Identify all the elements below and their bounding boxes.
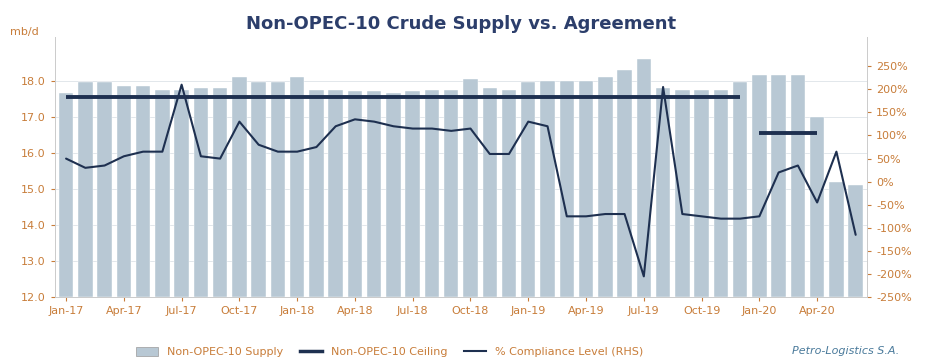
Bar bbox=[97, 82, 112, 297]
Bar bbox=[598, 77, 613, 297]
Bar bbox=[637, 59, 651, 297]
Bar bbox=[78, 82, 93, 297]
Bar bbox=[733, 82, 747, 297]
Bar bbox=[829, 182, 844, 297]
Bar bbox=[560, 81, 574, 297]
Bar bbox=[464, 79, 477, 297]
Bar bbox=[714, 90, 728, 297]
Bar bbox=[290, 77, 304, 297]
Bar bbox=[328, 90, 343, 297]
Bar bbox=[58, 93, 73, 297]
Text: mb/d: mb/d bbox=[10, 27, 39, 37]
Bar bbox=[675, 90, 690, 297]
Bar bbox=[348, 91, 362, 297]
Bar bbox=[232, 77, 247, 297]
Bar bbox=[117, 86, 131, 297]
Bar bbox=[752, 75, 767, 297]
Bar bbox=[213, 88, 227, 297]
Bar bbox=[810, 117, 824, 297]
Bar bbox=[387, 93, 400, 297]
Bar bbox=[367, 91, 381, 297]
Bar bbox=[617, 70, 632, 297]
Bar bbox=[174, 90, 189, 297]
Bar bbox=[578, 81, 593, 297]
Bar bbox=[425, 90, 439, 297]
Bar bbox=[483, 88, 497, 297]
Bar bbox=[251, 82, 266, 297]
Bar bbox=[194, 88, 208, 297]
Bar bbox=[540, 81, 554, 297]
Legend: Non-OPEC-10 Supply, Non-OPEC-10 Ceiling, % Compliance Level (RHS): Non-OPEC-10 Supply, Non-OPEC-10 Ceiling,… bbox=[131, 343, 648, 360]
Bar bbox=[310, 90, 324, 297]
Bar bbox=[405, 91, 420, 297]
Bar bbox=[444, 90, 459, 297]
Bar bbox=[521, 82, 536, 297]
Bar bbox=[271, 82, 286, 297]
Bar bbox=[694, 90, 709, 297]
Bar bbox=[771, 75, 786, 297]
Bar bbox=[848, 185, 863, 297]
Bar bbox=[155, 90, 170, 297]
Bar bbox=[791, 75, 806, 297]
Bar bbox=[502, 90, 516, 297]
Text: Petro-Logistics S.A.: Petro-Logistics S.A. bbox=[792, 346, 899, 356]
Bar bbox=[136, 86, 150, 297]
Bar bbox=[656, 88, 670, 297]
Title: Non-OPEC-10 Crude Supply vs. Agreement: Non-OPEC-10 Crude Supply vs. Agreement bbox=[246, 15, 676, 33]
